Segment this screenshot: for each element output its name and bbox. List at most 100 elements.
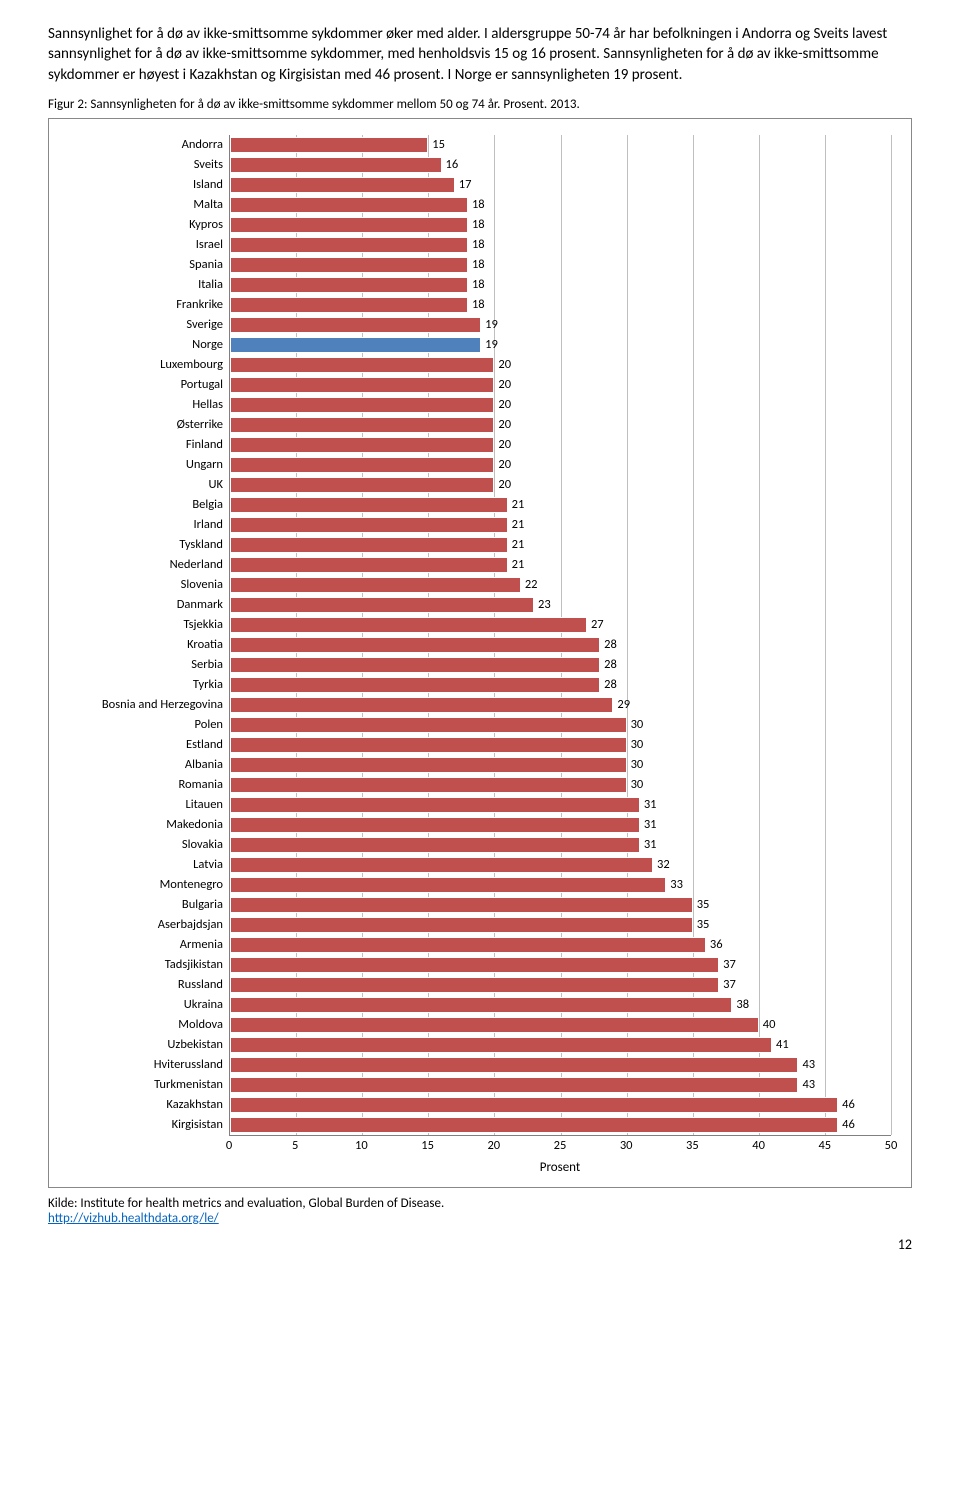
bar-value-label: 18 [472,255,485,275]
bar [230,277,468,293]
y-axis-label: UK [69,475,229,495]
bar-value-label: 37 [723,975,736,995]
y-axis-label: Makedonia [69,815,229,835]
bar-value-label: 38 [736,995,749,1015]
y-axis-label: Hellas [69,395,229,415]
intro-paragraph: Sannsynlighet for å dø av ikke-smittsomm… [48,24,912,85]
y-axis-label: Østerrike [69,415,229,435]
bar [230,677,600,693]
bar [230,637,600,653]
bar-value-label: 20 [498,415,511,435]
bar [230,1077,798,1093]
bar-value-label: 28 [604,675,617,695]
bar-value-label: 20 [498,455,511,475]
x-axis-spacer [69,1136,229,1156]
bar-value-label: 43 [802,1055,815,1075]
bar [230,517,508,533]
bar-value-label: 33 [670,875,683,895]
bar [230,977,719,993]
x-tick-label: 40 [752,1138,765,1153]
y-axis-label: Finland [69,435,229,455]
bar [230,1057,798,1073]
y-axis-label: Russland [69,975,229,995]
bar-value-label: 22 [525,575,538,595]
bar [230,617,587,633]
figure-caption: Figur 2: Sannsynligheten for å dø av ikk… [48,97,912,112]
bar [230,417,494,433]
bar [230,437,494,453]
bar-value-label: 18 [472,295,485,315]
bar [230,317,481,333]
x-tick-label: 0 [226,1138,232,1153]
y-axis-label: Slovenia [69,575,229,595]
y-axis-label: Aserbajdsjan [69,915,229,935]
bar-value-label: 21 [512,495,525,515]
source-link[interactable]: http://vizhub.healthdata.org/le/ [48,1211,219,1226]
x-tick-label: 30 [620,1138,633,1153]
y-axis-label: Ungarn [69,455,229,475]
y-axis-label: Tyskland [69,535,229,555]
y-axis-label: Bulgaria [69,895,229,915]
y-axis-label: Sverige [69,315,229,335]
source-prefix: Kilde: Institute for health metrics and … [48,1196,444,1211]
chart-area: AndorraSveitsIslandMaltaKyprosIsraelSpan… [69,135,891,1179]
y-axis-label: Kroatia [69,635,229,655]
y-axis-label: Belgia [69,495,229,515]
bar-value-label: 28 [604,655,617,675]
bar [230,197,468,213]
y-axis-label: Bosnia and Herzegovina [69,695,229,715]
bar-value-label: 21 [512,555,525,575]
bar [230,997,732,1013]
y-axis-label: Irland [69,515,229,535]
bar-value-label: 46 [842,1115,855,1135]
y-axis-label: Island [69,175,229,195]
bar [230,1097,838,1113]
y-axis-label: Sveits [69,155,229,175]
y-axis-label: Malta [69,195,229,215]
bar [230,457,494,473]
bar-value-label: 20 [498,475,511,495]
bar [230,757,627,773]
bar-value-label: 15 [432,135,445,155]
plot-row: AndorraSveitsIslandMaltaKyprosIsraelSpan… [69,135,891,1136]
bar-value-label: 20 [498,375,511,395]
bar [230,597,534,613]
bar [230,1037,772,1053]
bar-value-label: 40 [763,1015,776,1035]
bar [230,217,468,233]
y-axis-label: Frankrike [69,295,229,315]
y-axis-label: Spania [69,255,229,275]
bar [230,837,640,853]
x-axis-ticks: 05101520253035404550 [229,1136,891,1156]
bar-value-label: 31 [644,815,657,835]
bar [230,177,455,193]
y-axis-label: Litauen [69,795,229,815]
bar-value-label: 18 [472,215,485,235]
bar [230,857,653,873]
bar [230,357,494,373]
bar-value-label: 35 [697,895,710,915]
bar [230,397,494,413]
gridline [825,135,826,1135]
gridline [759,135,760,1135]
y-axis-label: Italia [69,275,229,295]
y-axis-label: Tadsjikistan [69,955,229,975]
bar-value-label: 18 [472,275,485,295]
y-axis-label: Danmark [69,595,229,615]
bar [230,337,481,353]
x-tick-label: 20 [487,1138,500,1153]
plot-area: 1516171818181818181919202020202020202121… [229,135,891,1136]
page: Sannsynlighet for å dø av ikke-smittsomm… [0,0,960,1263]
bar-value-label: 30 [631,775,644,795]
y-axis-label: Serbia [69,655,229,675]
bar-value-label: 28 [604,635,617,655]
bar [230,237,468,253]
y-axis-label: Portugal [69,375,229,395]
bar-value-label: 35 [697,915,710,935]
y-axis-label: Ukraina [69,995,229,1015]
bar-value-label: 21 [512,535,525,555]
bar-value-label: 19 [485,315,498,335]
bar [230,477,494,493]
bar [230,717,627,733]
y-axis-label: Armenia [69,935,229,955]
